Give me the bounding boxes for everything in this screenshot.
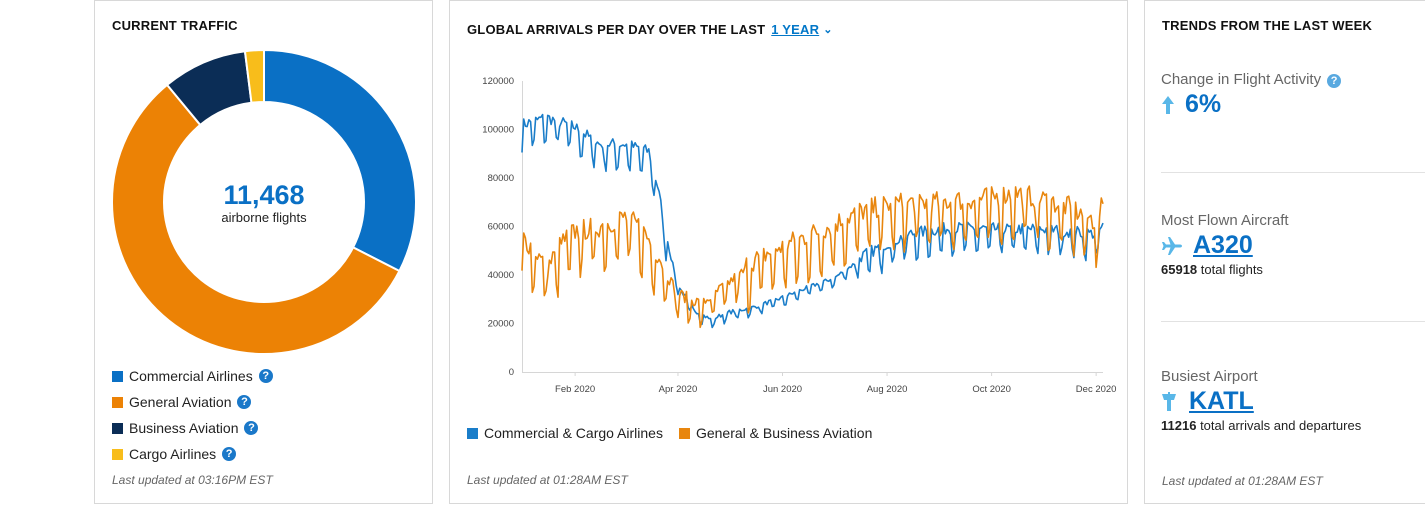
control-tower-icon [1162,391,1176,411]
donut-slice-commercial-airlines[interactable] [263,49,417,273]
flight-activity-value-row: 6% [1161,90,1425,119]
current-traffic-title: CURRENT TRAFFIC [112,18,238,33]
most-flown-aircraft-row: A320 [1161,231,1425,260]
donut-slice-cargo-airlines[interactable] [243,49,265,104]
x-tick-label: Oct 2020 [972,384,1011,395]
legend-item-general: General Aviation ? [112,389,273,415]
trends-title: TRENDS FROM THE LAST WEEK [1162,18,1373,33]
trends-card: TRENDS FROM THE LAST WEEK Change in Flig… [1144,0,1425,504]
help-icon[interactable]: ? [237,395,252,409]
donut-slice-general-aviation[interactable] [111,83,401,355]
most-flown-aircraft-label: Most Flown Aircraft [1161,212,1289,229]
global-arrivals-card: GLOBAL ARRIVALS PER DAY OVER THE LAST 1 Y… [449,0,1128,504]
y-tick-label: 100000 [482,125,514,136]
airport-movement-count: 11216 [1161,418,1197,433]
help-icon[interactable]: ? [1327,74,1342,88]
y-tick-label: 20000 [488,319,514,330]
legend-label-cargo: Cargo Airlines [129,446,217,462]
arrivals-legend: Commercial & Cargo Airlines General & Bu… [467,425,888,441]
y-tick-label: 120000 [482,76,514,87]
arrivals-line-chart: 0 20000 40000 60000 80000 100000 120000 Feb 202… [482,76,1117,395]
most-flown-aircraft-link[interactable]: A320 [1193,231,1253,259]
chevron-down-icon[interactable]: ⌄ [823,24,833,36]
legend-item-commercial: Commercial Airlines ? [112,363,273,389]
trend-flight-activity: Change in Flight Activity? 6% [1161,71,1425,119]
series-line-commercial-cargo-airlines [521,113,1104,329]
traffic-donut-chart [111,49,417,355]
legend-swatch-commercial [112,370,123,382]
legend-swatch-commercial-cargo [467,427,478,439]
x-tick-label: Jun 2020 [763,384,802,395]
legend-label-business: Business Aviation [129,420,239,436]
airplane-icon [1162,236,1182,255]
airport-movements-text: 11216 total arrivals and departures [1161,418,1425,433]
global-arrivals-title-text: GLOBAL ARRIVALS PER DAY OVER THE LAST [467,22,766,37]
legend-label-commercial: Commercial Airlines [129,368,253,384]
flight-activity-value: 6% [1185,90,1222,118]
legend-swatch-general-business [678,427,690,439]
legend-swatch-cargo [112,448,123,460]
airport-movements-suffix: total arrivals and departures [1200,418,1362,433]
arrivals-last-updated: Last updated at 01:28AM EST [467,473,628,487]
y-tick-label: 80000 [488,173,514,184]
x-tick-label: Aug 2020 [867,384,908,395]
busiest-airport-row: KATL [1161,387,1425,416]
y-tick-label: 40000 [488,270,514,281]
trends-last-updated: Last updated at 01:28AM EST [1162,474,1323,488]
help-icon[interactable]: ? [222,447,237,461]
flight-activity-label-text: Change in Flight Activity [1161,71,1322,88]
traffic-legend: Commercial Airlines ? General Aviation ?… [112,363,273,467]
time-range-dropdown[interactable]: 1 YEAR [771,22,820,37]
busiest-airport-label: Busiest Airport [1161,368,1258,385]
legend-label-commercial-cargo: Commercial & Cargo Airlines [484,425,663,441]
legend-swatch-general [112,396,123,408]
divider [1161,172,1425,173]
trend-busiest-airport: Busiest Airport KATL 11216 total arrival… [1161,368,1425,433]
legend-swatch-business [112,422,123,434]
help-icon[interactable]: ? [244,421,259,435]
aircraft-flight-count: 65918 [1161,262,1198,277]
x-tick-label: Dec 2020 [1076,384,1117,395]
y-tick-label: 60000 [488,222,514,233]
arrow-up-icon [1162,95,1174,114]
legend-item-commercial-cargo: Commercial & Cargo Airlines [467,425,663,441]
legend-label-general-business: General & Business Aviation [695,425,873,441]
trend-most-flown-aircraft: Most Flown Aircraft A320 65918 total fli… [1161,212,1425,277]
legend-item-general-business: General & Business Aviation [678,425,873,441]
flight-activity-label: Change in Flight Activity? [1161,71,1425,88]
busiest-airport-link[interactable]: KATL [1189,387,1254,415]
aircraft-flights-suffix: total flights [1200,262,1263,277]
x-tick-label: Apr 2020 [659,384,698,395]
y-tick-label: 0 [509,367,514,378]
aircraft-flights-text: 65918 total flights [1161,262,1425,277]
divider [1161,321,1425,322]
traffic-last-updated: Last updated at 03:16PM EST [112,473,273,487]
global-arrivals-title: GLOBAL ARRIVALS PER DAY OVER THE LAST 1 Y… [467,22,833,37]
x-tick-label: Feb 2020 [555,384,595,395]
legend-item-business: Business Aviation ? [112,415,273,441]
help-icon[interactable]: ? [258,369,273,383]
legend-label-general: General Aviation [129,394,232,410]
series-line-general-business-aviation [521,185,1104,329]
current-traffic-card: CURRENT TRAFFIC 11,468 airborne flights … [94,0,433,504]
legend-item-cargo: Cargo Airlines ? [112,441,273,467]
